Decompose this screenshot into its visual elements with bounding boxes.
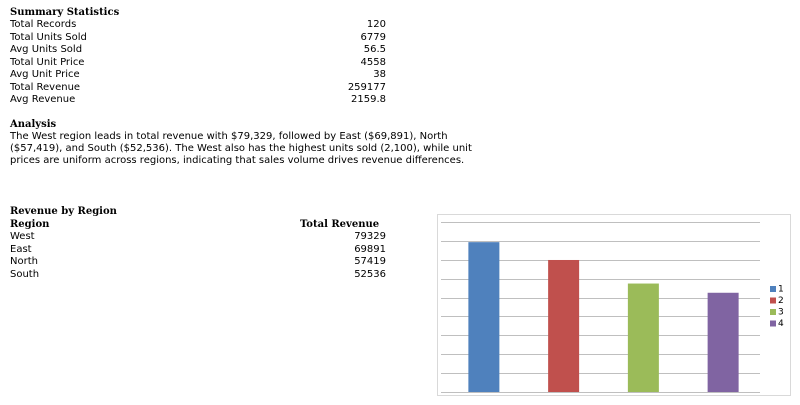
stat-label: Avg Unit Price [10,69,80,80]
stat-value: 38 [373,69,386,80]
revenue: 79329 [354,231,386,242]
stat-value: 4558 [360,56,386,68]
column-header: Total Revenue [300,219,380,230]
stat-label: Total Records [10,19,77,30]
revenue: 52536 [354,268,386,280]
bar [468,242,500,392]
stat-value: 120 [366,19,386,30]
table-title: Revenue by Region [10,206,117,217]
stat-label: Avg Revenue [10,94,76,105]
stat-label: Total Revenue [10,81,81,93]
legend-swatch [770,297,776,304]
legend-swatch [770,309,776,315]
revenue: 69891 [354,243,386,255]
legend-label: 4 [778,319,784,329]
stat-value: 259177 [347,81,386,93]
revenue: 57419 [354,256,386,267]
bar [548,259,580,392]
analysis-text: The West region leads in total revenue w… [10,131,472,166]
stat-value: 6779 [360,31,386,43]
stat-label: Total Unit Price [10,56,85,68]
legend-swatch [770,320,776,327]
region: West [10,231,35,242]
column-header: Region [10,219,50,230]
summary-title: Summary Statistics [10,7,120,18]
legend-label: 1 [778,285,784,295]
bar [707,292,739,392]
region: North [10,256,38,267]
bar [627,283,659,392]
legend-label: 3 [778,308,784,318]
legend-label: 2 [778,296,784,306]
stat-label: Avg Units Sold [10,44,83,55]
stat-label: Total Units Sold [10,31,87,43]
legend-swatch [770,286,776,292]
region: South [10,268,40,280]
stat-value: 2159.8 [351,94,386,105]
region: East [10,243,32,255]
stat-value: 56.5 [363,44,386,55]
analysis-title: Analysis [10,119,57,130]
